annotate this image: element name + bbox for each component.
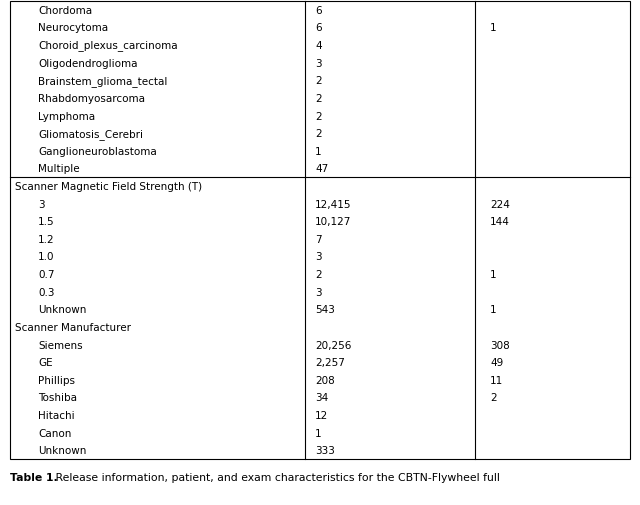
- Text: 34: 34: [315, 392, 328, 402]
- Text: Scanner Magnetic Field Strength (T): Scanner Magnetic Field Strength (T): [15, 182, 202, 191]
- Text: Choroid_plexus_carcinoma: Choroid_plexus_carcinoma: [38, 40, 178, 52]
- Text: 4: 4: [315, 41, 322, 51]
- Text: 1.0: 1.0: [38, 252, 54, 262]
- Text: Scanner Manufacturer: Scanner Manufacturer: [15, 322, 131, 332]
- Text: 1: 1: [315, 428, 322, 438]
- Text: 543: 543: [315, 305, 335, 315]
- Text: Neurocytoma: Neurocytoma: [38, 23, 108, 33]
- Text: 10,127: 10,127: [315, 217, 351, 227]
- Text: 3: 3: [38, 199, 45, 209]
- Text: 2: 2: [315, 129, 322, 139]
- Text: 224: 224: [490, 199, 510, 209]
- Text: 47: 47: [315, 164, 328, 174]
- Text: 20,256: 20,256: [315, 340, 351, 350]
- Text: 49: 49: [490, 358, 503, 368]
- Text: Release information, patient, and exam characteristics for the CBTN-Flywheel ful: Release information, patient, and exam c…: [52, 472, 500, 482]
- Text: Unknown: Unknown: [38, 445, 86, 456]
- Text: 1: 1: [490, 270, 497, 279]
- Text: 1.2: 1.2: [38, 234, 54, 244]
- Text: GE: GE: [38, 358, 52, 368]
- Text: 3: 3: [315, 252, 322, 262]
- Text: 6: 6: [315, 6, 322, 16]
- Text: Chordoma: Chordoma: [38, 6, 92, 16]
- Text: 2: 2: [315, 94, 322, 104]
- Text: Siemens: Siemens: [38, 340, 83, 350]
- Text: 1.5: 1.5: [38, 217, 54, 227]
- Text: 0.3: 0.3: [38, 287, 54, 297]
- Text: 12: 12: [315, 410, 328, 420]
- Text: 308: 308: [490, 340, 509, 350]
- Text: 1: 1: [490, 305, 497, 315]
- Text: 12,415: 12,415: [315, 199, 351, 209]
- Text: 2: 2: [315, 76, 322, 86]
- Text: Oligodendroglioma: Oligodendroglioma: [38, 59, 138, 69]
- Text: 208: 208: [315, 375, 335, 385]
- Text: 0.7: 0.7: [38, 270, 54, 279]
- Text: 2,257: 2,257: [315, 358, 345, 368]
- Text: Table 1.: Table 1.: [10, 472, 58, 482]
- Text: 1: 1: [315, 146, 322, 157]
- Text: Lymphoma: Lymphoma: [38, 111, 95, 121]
- Text: Phillips: Phillips: [38, 375, 75, 385]
- Text: 7: 7: [315, 234, 322, 244]
- Text: 3: 3: [315, 59, 322, 69]
- Text: Multiple: Multiple: [38, 164, 79, 174]
- Text: 2: 2: [315, 270, 322, 279]
- Text: 11: 11: [490, 375, 503, 385]
- Text: 333: 333: [315, 445, 335, 456]
- Text: Rhabdomyosarcoma: Rhabdomyosarcoma: [38, 94, 145, 104]
- Text: Brainstem_glioma_tectal: Brainstem_glioma_tectal: [38, 76, 168, 86]
- Text: 1: 1: [490, 23, 497, 33]
- Text: 144: 144: [490, 217, 510, 227]
- Text: 2: 2: [490, 392, 497, 402]
- Text: Ganglioneuroblastoma: Ganglioneuroblastoma: [38, 146, 157, 157]
- Text: 6: 6: [315, 23, 322, 33]
- Text: 3: 3: [315, 287, 322, 297]
- Text: Gliomatosis_Cerebri: Gliomatosis_Cerebri: [38, 128, 143, 139]
- Text: Hitachi: Hitachi: [38, 410, 75, 420]
- Text: Toshiba: Toshiba: [38, 392, 77, 402]
- Text: Canon: Canon: [38, 428, 72, 438]
- Text: Unknown: Unknown: [38, 305, 86, 315]
- Text: 2: 2: [315, 111, 322, 121]
